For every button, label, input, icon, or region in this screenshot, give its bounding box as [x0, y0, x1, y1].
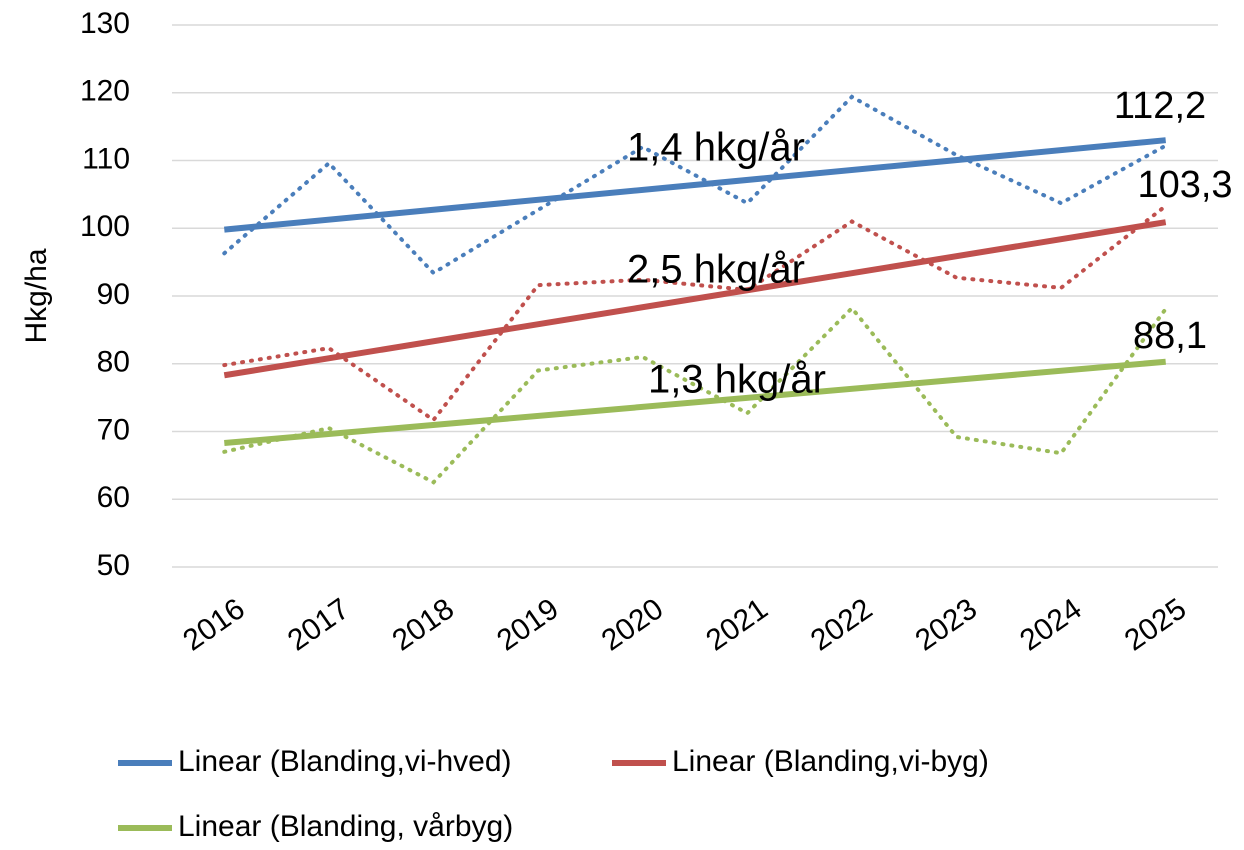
y-tick-label: 130	[80, 7, 130, 40]
x-tick-label: 2019	[491, 592, 565, 657]
x-tick-label: 2021	[700, 592, 774, 657]
x-tick-label: 2016	[177, 592, 251, 657]
legend-label: Linear (Blanding,vi-byg)	[672, 745, 989, 778]
y-tick-label: 90	[97, 278, 130, 311]
x-tick-label: 2018	[386, 592, 460, 657]
y-tick-label: 80	[97, 346, 130, 379]
trend-line	[223, 219, 1167, 379]
trend-line	[224, 137, 1166, 233]
data-line	[222, 94, 1168, 276]
x-tick-label: 2024	[1014, 592, 1088, 657]
y-tick-label: 60	[97, 481, 130, 514]
y-tick-label: 50	[97, 549, 130, 582]
x-tick-label: 2017	[282, 592, 356, 657]
x-tick-label: 2022	[805, 592, 879, 657]
data-line	[222, 203, 1168, 423]
x-tick-label: 2023	[909, 592, 983, 657]
data-label: 112,2	[1114, 85, 1206, 127]
annotation: 1,3 hkg/år	[648, 358, 826, 402]
legend-label: Linear (Blanding, vårbyg)	[178, 810, 513, 843]
annotation: 2,5 hkg/år	[627, 248, 805, 292]
x-tick-label: 2020	[596, 592, 670, 657]
y-tick-label: 120	[80, 75, 130, 108]
annotation: 1,4 hkg/år	[627, 126, 805, 170]
y-tick-label: 70	[97, 413, 130, 446]
legend-label: Linear (Blanding,vi-hved)	[178, 745, 512, 778]
y-tick-label: 100	[80, 210, 130, 243]
data-label: 88,1	[1133, 315, 1207, 357]
y-axis-label: Hkg/ha	[20, 248, 53, 343]
y-tick-label: 110	[82, 142, 130, 175]
trend-line	[224, 358, 1166, 447]
data-label: 103,3	[1137, 164, 1232, 206]
x-tick-label: 2025	[1119, 592, 1193, 657]
